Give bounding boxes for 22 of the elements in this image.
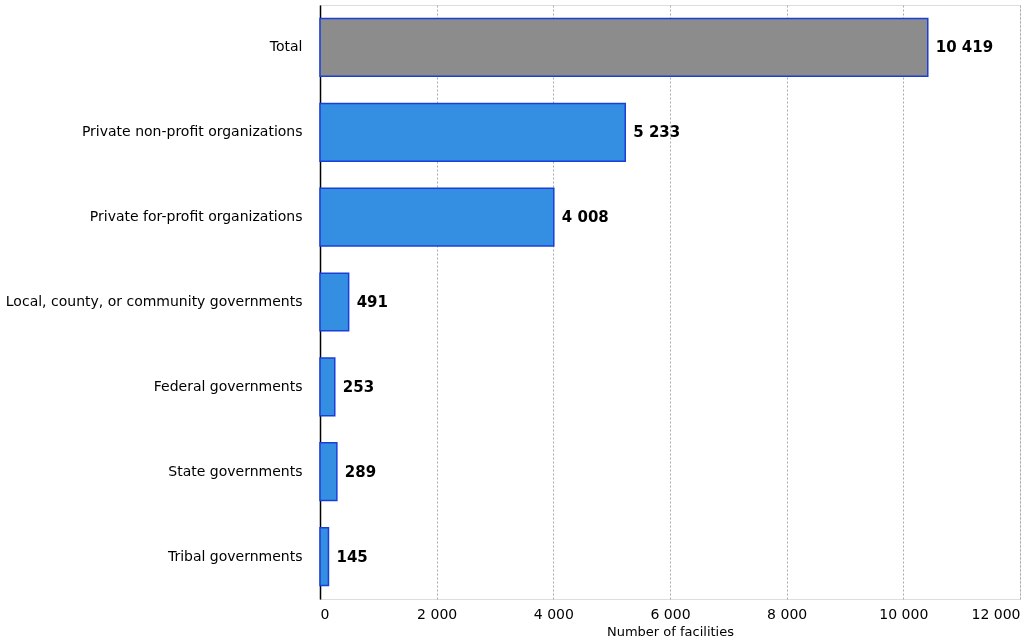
- data-label: 10 419: [935, 38, 994, 57]
- x-tick-label: 10 000: [879, 605, 929, 622]
- x-tick-label: 4 000: [533, 605, 574, 622]
- x-tick-label: 2 000: [417, 605, 458, 622]
- x-tick-label: 12 000: [971, 605, 1021, 622]
- y-tick-label: Federal governments: [153, 377, 303, 394]
- y-tick-label: Total: [268, 38, 303, 55]
- data-label: 289: [344, 462, 377, 481]
- data-label: 253: [342, 377, 375, 396]
- x-tick-label: 6 000: [650, 605, 691, 622]
- y-tick-label: Local, county, or community governments: [5, 293, 303, 309]
- x-tick-label: 0: [320, 605, 330, 622]
- data-label: 491: [356, 293, 388, 311]
- data-label: 145: [336, 547, 368, 566]
- x-axis-title: Number of facilities: [606, 623, 735, 639]
- y-tick-label: Private non-profit organizations: [81, 123, 303, 140]
- y-tick-label: State governments: [168, 462, 303, 479]
- y-tick-label: Tribal governments: [166, 547, 303, 564]
- data-label: 4 008: [561, 208, 609, 227]
- x-tick-label: 8 000: [767, 605, 808, 622]
- y-tick-label: Private for-profit organizations: [89, 208, 303, 225]
- data-label: 5 233: [633, 123, 681, 142]
